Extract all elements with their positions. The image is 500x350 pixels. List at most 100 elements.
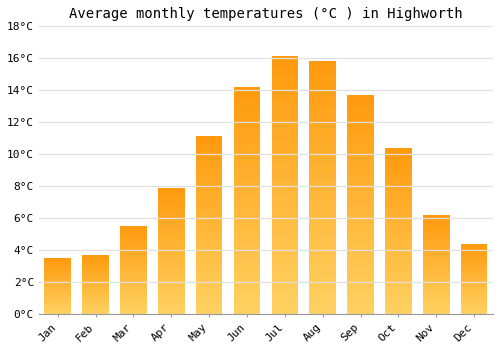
Bar [120, 239, 146, 240]
Bar [234, 240, 260, 243]
Bar [234, 124, 260, 127]
Bar [310, 210, 336, 213]
Bar [234, 104, 260, 107]
Bar [272, 82, 298, 86]
Bar [423, 300, 450, 302]
Bar [234, 141, 260, 144]
Bar [423, 277, 450, 278]
Bar [82, 306, 109, 307]
Bar [196, 272, 222, 274]
Bar [310, 68, 336, 71]
Bar [82, 283, 109, 284]
Bar [234, 229, 260, 232]
Bar [158, 237, 184, 238]
Bar [234, 246, 260, 249]
Bar [158, 189, 184, 191]
Bar [385, 260, 411, 262]
Bar [461, 283, 487, 284]
Bar [385, 262, 411, 264]
Bar [120, 261, 146, 262]
Bar [272, 176, 298, 179]
Bar [348, 287, 374, 289]
Bar [82, 297, 109, 298]
Bar [158, 296, 184, 298]
Bar [82, 286, 109, 287]
Bar [272, 262, 298, 266]
Bar [158, 276, 184, 278]
Bar [423, 250, 450, 251]
Bar [234, 234, 260, 237]
Bar [82, 304, 109, 305]
Bar [44, 266, 71, 267]
Bar [348, 298, 374, 300]
Bar [310, 61, 336, 65]
Bar [461, 248, 487, 249]
Bar [120, 278, 146, 279]
Bar [348, 292, 374, 295]
Bar [272, 98, 298, 102]
Bar [44, 301, 71, 302]
Bar [120, 285, 146, 287]
Bar [461, 269, 487, 270]
Bar [120, 272, 146, 273]
Bar [310, 172, 336, 175]
Bar [348, 136, 374, 139]
Bar [234, 305, 260, 308]
Bar [272, 156, 298, 160]
Bar [158, 215, 184, 216]
Bar [272, 304, 298, 308]
Bar [234, 297, 260, 300]
Bar [461, 277, 487, 278]
Bar [423, 287, 450, 288]
Bar [310, 102, 336, 106]
Bar [461, 292, 487, 293]
Bar [196, 221, 222, 223]
Bar [272, 227, 298, 230]
Bar [234, 144, 260, 147]
Bar [423, 280, 450, 282]
Bar [82, 262, 109, 263]
Bar [196, 243, 222, 245]
Bar [423, 269, 450, 271]
Bar [120, 305, 146, 306]
Bar [196, 270, 222, 272]
Bar [461, 300, 487, 301]
Bar [348, 226, 374, 229]
Bar [461, 309, 487, 310]
Bar [348, 308, 374, 311]
Bar [272, 291, 298, 295]
Bar [423, 268, 450, 270]
Bar [385, 287, 411, 289]
Bar [461, 281, 487, 282]
Bar [272, 266, 298, 269]
Bar [44, 274, 71, 275]
Bar [423, 313, 450, 314]
Bar [44, 267, 71, 268]
Bar [272, 220, 298, 224]
Bar [348, 122, 374, 125]
Bar [234, 212, 260, 215]
Bar [423, 275, 450, 277]
Bar [44, 264, 71, 265]
Bar [272, 240, 298, 243]
Bar [423, 305, 450, 307]
Bar [310, 188, 336, 191]
Bar [120, 279, 146, 280]
Bar [423, 216, 450, 217]
Bar [310, 105, 336, 109]
Bar [234, 300, 260, 303]
Bar [120, 303, 146, 304]
Bar [196, 274, 222, 276]
Bar [385, 152, 411, 154]
Bar [348, 273, 374, 276]
Bar [234, 101, 260, 104]
Bar [385, 243, 411, 245]
Bar [234, 257, 260, 260]
Bar [461, 275, 487, 276]
Bar [234, 311, 260, 314]
Bar [234, 172, 260, 175]
Bar [310, 304, 336, 308]
Bar [310, 128, 336, 131]
Bar [120, 231, 146, 233]
Bar [461, 273, 487, 274]
